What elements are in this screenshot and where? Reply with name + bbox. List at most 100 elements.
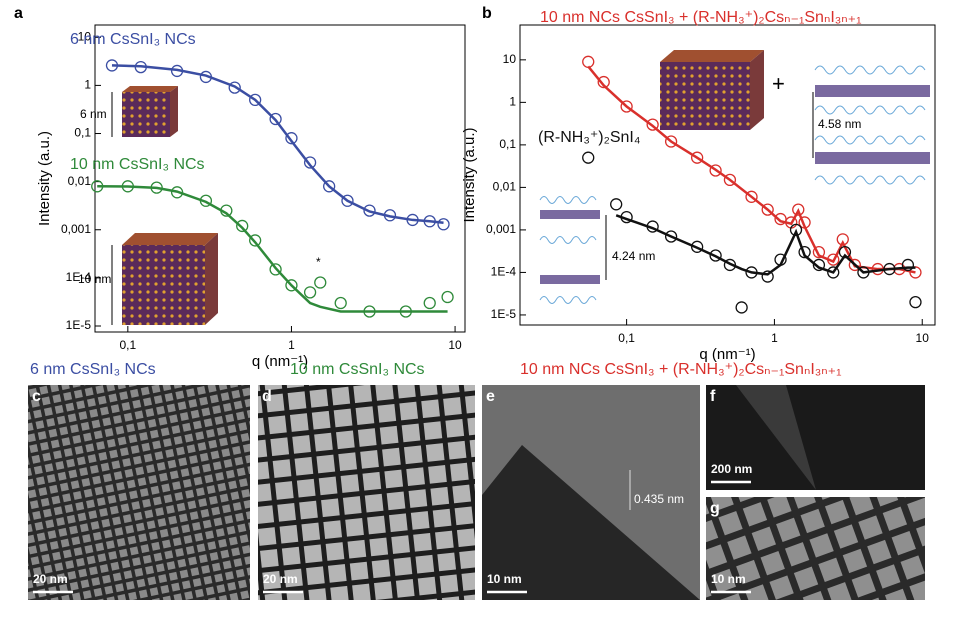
x-tick-label: 10 xyxy=(916,331,930,345)
plot-frame xyxy=(519,24,936,326)
panel-label: e xyxy=(486,388,495,405)
data-point xyxy=(838,245,852,259)
data-point xyxy=(91,180,104,193)
series-label: 10 nm CsSnI₃ NCs xyxy=(70,156,205,173)
data-point xyxy=(269,112,282,126)
cube-sketch-b xyxy=(660,50,764,130)
data-point xyxy=(664,135,678,148)
data-point xyxy=(735,301,748,314)
y-tick-label: 0,01 xyxy=(493,180,517,194)
data-point xyxy=(723,173,737,187)
data-point xyxy=(170,64,184,78)
y-axis-label: Intensity (a.u.) xyxy=(36,131,53,226)
y-tick-label: 1E-5 xyxy=(491,307,517,321)
panel-label: b xyxy=(482,5,492,22)
fit-line xyxy=(97,185,448,313)
data-point xyxy=(901,258,915,272)
scale-bar-label: 200 nm xyxy=(711,462,752,476)
data-point xyxy=(303,286,317,299)
cube-sketch-6nm xyxy=(111,86,178,137)
data-point xyxy=(249,93,262,107)
data-point xyxy=(857,266,870,279)
crystal-edge xyxy=(482,445,700,600)
panel-label: c xyxy=(32,388,41,405)
scale-bar-label: 20 nm xyxy=(263,572,298,586)
data-point xyxy=(883,262,896,276)
data-point xyxy=(285,132,298,145)
data-point xyxy=(745,190,758,203)
data-point xyxy=(827,253,840,266)
data-point xyxy=(363,204,376,217)
data-point xyxy=(909,295,922,309)
layer-sketch-b xyxy=(812,65,930,185)
data-point xyxy=(774,212,787,226)
data-point xyxy=(441,290,454,304)
series-label: 10 nm NCs CsSnI₃ + (R-NH₃⁺)₂Csₙ₋₁SnₙI₃ₙ₊… xyxy=(540,9,862,26)
fit-line xyxy=(111,64,444,224)
data-point xyxy=(789,223,803,237)
x-tick-label: 10 xyxy=(448,338,462,352)
data-point xyxy=(709,249,722,262)
data-point xyxy=(709,164,722,177)
y-axis-label: Intensity (a.u.) xyxy=(461,127,478,222)
data-point xyxy=(323,180,336,193)
data-point xyxy=(745,266,758,279)
data-point xyxy=(582,55,595,68)
y-tick-label: 0,01 xyxy=(68,174,92,188)
data-point xyxy=(399,305,412,318)
data-point xyxy=(105,59,119,72)
micrograph xyxy=(28,385,250,600)
data-point xyxy=(334,296,347,310)
caption: 10 nm CsSnI₃ NCs xyxy=(290,361,425,378)
data-point xyxy=(582,151,595,164)
y-tick-label: 0,001 xyxy=(61,222,91,236)
data-point xyxy=(690,151,704,164)
data-point xyxy=(269,263,282,276)
data-point xyxy=(610,198,623,211)
data-point xyxy=(792,203,805,216)
y-tick-label: 1E-4 xyxy=(491,265,517,279)
data-point xyxy=(423,215,436,228)
fit-line xyxy=(587,65,916,274)
layer-sketch-black xyxy=(539,196,607,304)
x-tick-label: 0,1 xyxy=(119,338,136,352)
data-point xyxy=(646,118,659,131)
micrograph xyxy=(258,385,475,600)
y-tick-label: 0,1 xyxy=(74,126,91,140)
fit-line xyxy=(615,214,916,276)
micrograph xyxy=(706,385,925,490)
data-point xyxy=(437,218,450,231)
data-point xyxy=(406,213,419,227)
data-point xyxy=(199,70,213,84)
data-point xyxy=(383,209,397,222)
data-point xyxy=(150,181,163,194)
lattice-label: 0.435 nm xyxy=(634,492,684,506)
crystal-edge xyxy=(736,385,816,490)
panel-label: a xyxy=(14,5,23,22)
data-point xyxy=(314,276,327,289)
data-point xyxy=(690,240,704,253)
data-point xyxy=(341,194,354,207)
data-point xyxy=(646,220,659,233)
panel-label: d xyxy=(262,388,272,405)
annotation: 6 nm xyxy=(80,107,107,121)
data-point xyxy=(220,204,233,217)
data-point xyxy=(597,75,610,89)
x-tick-label: 1 xyxy=(288,338,295,352)
data-point xyxy=(836,233,849,246)
y-tick-label: 10 xyxy=(78,29,92,43)
plot-frame xyxy=(94,24,466,333)
data-point xyxy=(170,186,184,199)
y-tick-label: 0,001 xyxy=(486,222,516,236)
data-point xyxy=(812,258,826,272)
x-axis-label: q (nm⁻¹) xyxy=(699,346,755,363)
y-tick-label: 1 xyxy=(509,95,516,109)
series-label: (R-NH₃⁺)₂SnI₄ xyxy=(538,129,640,146)
scale-bar-label: 20 nm xyxy=(33,572,68,586)
data-point xyxy=(664,230,678,243)
data-point xyxy=(827,266,840,279)
y-tick-label: 1E-4 xyxy=(66,270,92,284)
data-point xyxy=(798,216,811,229)
panel-label: f xyxy=(710,388,716,405)
